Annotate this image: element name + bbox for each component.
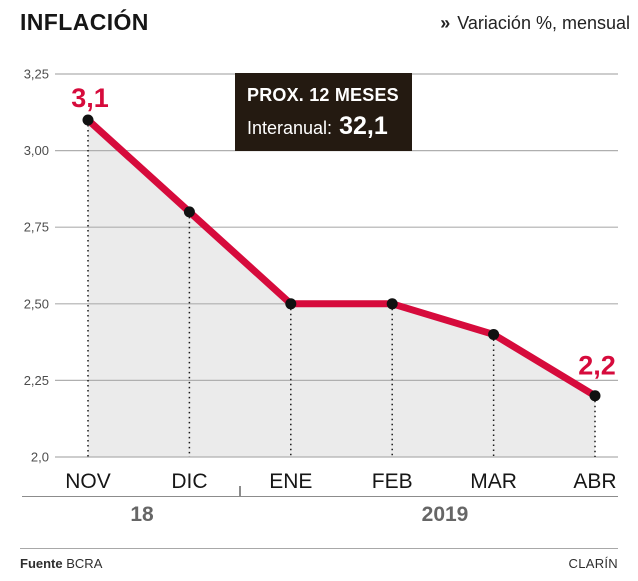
year-label-2019: 2019 <box>421 503 469 526</box>
year-separator-tick <box>239 486 241 496</box>
source-value: BCRA <box>66 556 103 571</box>
y-tick-label: 3,00 <box>24 143 49 158</box>
y-tick-label: 2,0 <box>31 450 49 465</box>
annotation-value: 32,1 <box>339 112 388 140</box>
data-point <box>82 114 94 126</box>
chart-subtitle-label: Variación %, mensual <box>457 13 630 33</box>
point-value-label: 2,2 <box>578 351 616 381</box>
source-credit: Fuente BCRA <box>20 556 102 571</box>
y-tick-label: 2,25 <box>24 373 49 388</box>
page-title: INFLACIÓN <box>20 9 149 35</box>
data-point <box>589 390 601 402</box>
data-point <box>285 298 297 310</box>
year-label-18: 18 <box>130 503 154 526</box>
source-label: Fuente <box>20 556 63 571</box>
data-point <box>183 206 195 218</box>
data-point <box>386 298 398 310</box>
point-value-label: 3,1 <box>71 83 109 113</box>
x-tick-label: ABR <box>573 470 616 493</box>
x-tick-label: NOV <box>65 470 111 493</box>
chart-subtitle: » Variación %, mensual <box>440 13 630 34</box>
annotation-label: Interanual: <box>247 118 333 138</box>
y-tick-label: 2,50 <box>24 296 49 311</box>
data-point <box>488 328 500 340</box>
inflation-line-chart: 3,25 3,00 2,75 2,50 2,25 2,0 NOV DIC ENE FEB MAR AB… <box>24 67 618 493</box>
x-tick-label: MAR <box>470 470 517 493</box>
y-tick-label: 2,75 <box>24 220 49 235</box>
y-tick-label: 3,25 <box>24 67 49 82</box>
footer-divider <box>20 548 618 549</box>
x-tick-label: DIC <box>171 470 207 493</box>
chevrons-icon: » <box>440 13 451 33</box>
area-fill <box>88 119 595 458</box>
x-axis-divider <box>22 496 618 497</box>
x-tick-label: ENE <box>269 470 312 493</box>
x-tick-label: FEB <box>372 470 413 493</box>
brand-credit: CLARÍN <box>568 556 618 571</box>
annotation-value-row: Interanual: 32,1 <box>247 112 400 141</box>
series-line <box>85 117 597 399</box>
annotation-title: PROX. 12 MESES <box>247 85 399 105</box>
annotation-box: PROX. 12 MESES Interanual: 32,1 <box>235 73 412 151</box>
